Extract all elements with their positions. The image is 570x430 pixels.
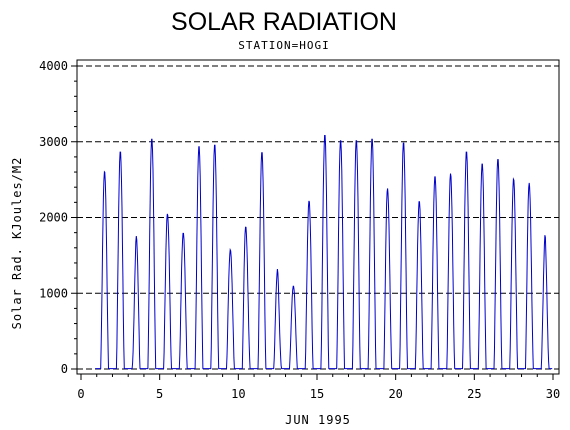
x-tick-label-0: 0 [77, 387, 84, 401]
x-axis: 0 5 10 15 20 25 30 [77, 374, 560, 401]
x-tick-label-15: 15 [310, 387, 324, 401]
y-tick-label-3000: 3000 [39, 135, 68, 149]
grid-lines [77, 65, 559, 370]
data-series [95, 135, 553, 370]
x-tick-label-30: 30 [546, 387, 560, 401]
x-tick-label-10: 10 [231, 387, 245, 401]
y-tick-label-0: 0 [61, 362, 68, 376]
y-axis: 0 1000 2000 3000 4000 [39, 59, 77, 376]
y-axis-label: Solar Rad. KJoules/M2 [10, 157, 24, 330]
chart-subtitle: STATION=HOGI [238, 39, 329, 52]
series-line-0 [95, 135, 553, 370]
x-tick-label-20: 20 [388, 387, 402, 401]
x-tick-label-25: 25 [467, 387, 481, 401]
y-tick-label-4000: 4000 [39, 59, 68, 73]
x-tick-label-5: 5 [156, 387, 163, 401]
y-tick-label-2000: 2000 [39, 211, 68, 225]
y-tick-label-1000: 1000 [39, 286, 68, 300]
chart-title: SOLAR RADIATION [171, 8, 397, 36]
x-axis-label: JUN 1995 [285, 413, 351, 427]
